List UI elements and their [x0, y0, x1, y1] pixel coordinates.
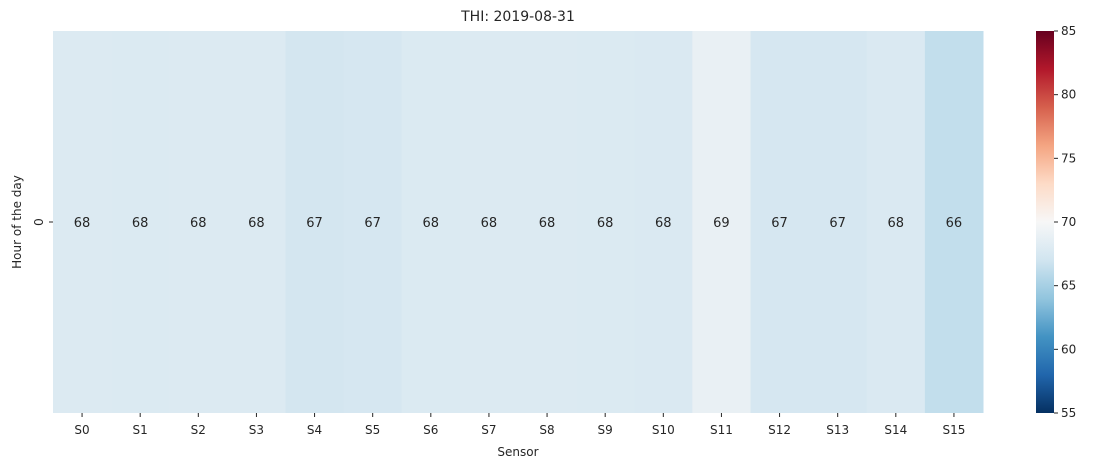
- x-tick-label: S8: [539, 423, 554, 437]
- cell-value-label: 69: [713, 216, 730, 231]
- heatmap-cells: [53, 31, 984, 413]
- x-tick-label: S12: [768, 423, 791, 437]
- colorbar-tick-label: 70: [1061, 215, 1076, 229]
- heatmap-cell-S1: [111, 31, 170, 413]
- heatmap-cell-S12: [750, 31, 810, 413]
- heatmap-cell-S14: [866, 31, 926, 413]
- x-tick-label: S11: [710, 423, 733, 437]
- heatmap-cell-S7: [459, 31, 519, 413]
- x-tick-label: S10: [652, 423, 675, 437]
- heatmap-cell-S11: [692, 31, 751, 413]
- colorbar-tick-label: 75: [1061, 151, 1076, 165]
- heatmap-value-labels: 68 68 68 68 67 67 68 68 68 68 68 69 67 67 68 66: [74, 216, 962, 231]
- cell-value-label: 66: [946, 216, 963, 231]
- x-tick-label: S14: [884, 423, 907, 437]
- cell-value-label: 67: [306, 216, 323, 231]
- cell-value-label: 68: [132, 216, 149, 231]
- colorbar-gradient: [1036, 31, 1054, 413]
- y-tick-label: 0: [32, 218, 46, 226]
- cell-value-label: 67: [771, 216, 788, 231]
- chart-title: THI: 2019-08-31: [460, 9, 575, 25]
- heatmap-cell-S3: [227, 31, 286, 413]
- cell-value-label: 68: [248, 216, 265, 231]
- cell-value-label: 68: [597, 216, 614, 231]
- x-tick-label: S3: [249, 423, 264, 437]
- cell-value-label: 67: [829, 216, 846, 231]
- x-axis-label: Sensor: [497, 445, 538, 459]
- colorbar-tick-label: 55: [1061, 406, 1076, 420]
- y-axis: 0: [32, 218, 53, 226]
- heatmap-cell-S5: [343, 31, 403, 413]
- cell-value-label: 68: [190, 216, 207, 231]
- cell-value-label: 68: [423, 216, 440, 231]
- x-tick-label: S9: [598, 423, 613, 437]
- x-tick-label: S5: [365, 423, 380, 437]
- heatmap-cell-S13: [808, 31, 868, 413]
- x-tick-label: S15: [942, 423, 965, 437]
- x-tick-label: S1: [133, 423, 148, 437]
- heatmap-cell-S4: [285, 31, 345, 413]
- cell-value-label: 68: [655, 216, 672, 231]
- heatmap-cell-S15: [924, 31, 984, 413]
- colorbar-tick-label: 80: [1061, 88, 1076, 102]
- x-tick-label: S6: [423, 423, 438, 437]
- heatmap-cell-S6: [401, 31, 461, 413]
- cell-value-label: 68: [539, 216, 556, 231]
- x-axis: S0 S1 S2 S3 S4 S5 S6 S7 S8 S9 S10 S11 S12 S13 S14 S15: [74, 413, 965, 437]
- cell-value-label: 68: [481, 216, 498, 231]
- heatmap-cell-S9: [576, 31, 635, 413]
- cell-value-label: 67: [364, 216, 381, 231]
- heatmap-cell-S8: [518, 31, 577, 413]
- heatmap-cell-S2: [169, 31, 228, 413]
- x-tick-label: S13: [826, 423, 849, 437]
- y-axis-label: Hour of the day: [10, 175, 24, 269]
- x-tick-label: S0: [74, 423, 89, 437]
- cell-value-label: 68: [888, 216, 905, 231]
- colorbar-tick-label: 85: [1061, 24, 1076, 38]
- x-tick-label: S2: [191, 423, 206, 437]
- x-tick-label: S7: [481, 423, 496, 437]
- heatmap-cell-S10: [634, 31, 693, 413]
- colorbar-tick-label: 60: [1061, 342, 1076, 356]
- colorbar: 55 60 65 70 75 80 85: [1036, 24, 1076, 420]
- colorbar-tick-label: 65: [1061, 279, 1076, 293]
- x-tick-label: S4: [307, 423, 322, 437]
- heatmap-cell-S0: [53, 31, 112, 413]
- cell-value-label: 68: [74, 216, 91, 231]
